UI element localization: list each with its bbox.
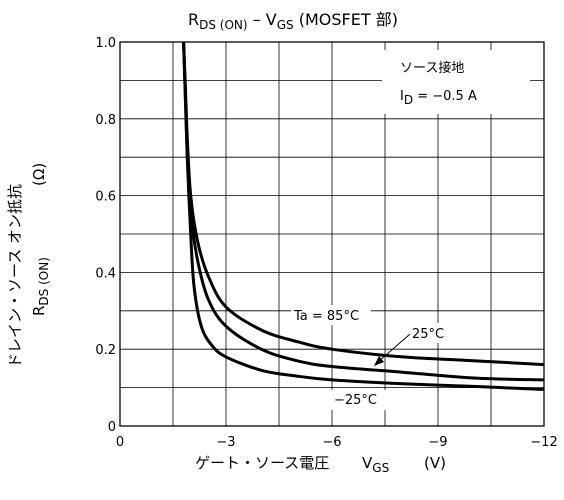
- label-25-arrow: [377, 333, 411, 363]
- x-axis-unit: (V): [424, 454, 446, 472]
- series-label-m25: −25°C: [334, 393, 377, 408]
- conditions-box: [382, 50, 530, 114]
- conditions-line2: ID = −0.5 A: [400, 89, 477, 107]
- y-axis-label-symbol: RDS (ON): [30, 257, 51, 316]
- y-tick-label: 0.4: [95, 266, 116, 281]
- y-axis-label-line1: ドレイン・ソース オン抵抗: [6, 184, 24, 368]
- label-bg-25: [405, 323, 453, 343]
- y-tick-label: 0.6: [95, 190, 116, 205]
- series-label-25: 25°C: [412, 327, 444, 342]
- x-tick-label: −3: [216, 435, 235, 450]
- x-axis-label-main: ゲート・ソース電圧: [195, 454, 329, 472]
- y-tick-label: 0.8: [95, 113, 116, 128]
- plot-frame: [119, 41, 545, 427]
- chart-title: RDS (ON) – VGS (MOSFET 部): [188, 10, 398, 32]
- y-tick-label: 0: [108, 420, 116, 435]
- label-bg-85: [291, 305, 371, 325]
- series-label-85: Ta = 85°C: [293, 309, 359, 324]
- label-bg-m25: [330, 390, 388, 410]
- conditions-line1: ソース接地: [400, 60, 464, 76]
- tick-labels: 0 −3 −6 −9 −12 0 0.2 0.4 0.6 0.8 1.0: [95, 36, 557, 450]
- x-tick-label: 0: [116, 435, 124, 450]
- series-line-2: [182, 41, 545, 391]
- label-25-arrowhead: [374, 356, 384, 366]
- x-tick-label: −9: [428, 435, 447, 450]
- x-tick-label: −12: [530, 435, 557, 450]
- x-tick-label: −6: [322, 435, 341, 450]
- x-axis-label-symbol: VGS: [362, 454, 389, 475]
- y-tick-label: 1.0: [95, 36, 116, 51]
- y-axis-unit: (Ω): [30, 163, 48, 186]
- curves: [182, 41, 545, 391]
- y-tick-label: 0.2: [95, 343, 116, 358]
